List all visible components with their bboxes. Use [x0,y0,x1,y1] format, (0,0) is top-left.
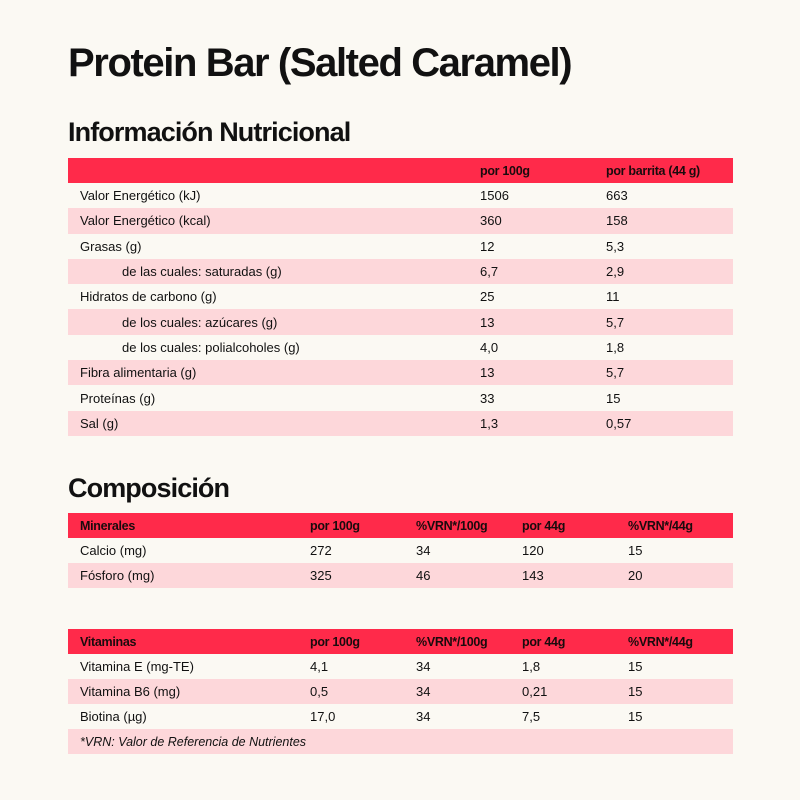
mineral-per100g: 272 [310,543,332,558]
mineral-label: Fósforo (mg) [80,568,155,583]
nutrition-header-row: por 100g por barrita (44 g) [68,158,733,183]
table-row: de los cuales: polialcoholes (g) 4,0 1,8 [68,334,733,361]
table-row: de los cuales: azúcares (g) 13 5,7 [68,309,733,335]
vitamin-per44g: 0,21 [522,684,548,699]
nutrient-label: Hidratos de carbono (g) [80,289,217,305]
table-row: Grasas (g) 12 5,3 [68,233,733,259]
vitamin-per100g: 4,1 [310,659,329,674]
vitamin-per100g: 0,5 [310,684,329,699]
nutrient-label: Fibra alimentaria (g) [80,365,197,381]
nutrient-per100g: 6,7 [480,264,499,280]
vitamin-vrn100g: 34 [416,684,431,699]
table-row: Calcio (mg) 272 34 120 15 [68,538,733,563]
vitamin-label: Vitamina E (mg-TE) [80,659,194,674]
vitamin-vrn100g: 34 [416,659,431,674]
composition-heading: Composición [68,473,230,503]
nutrition-header-perbar: por barrita (44 g) [606,163,700,178]
minerals-header-vrn44g: %VRN*/44g [628,518,693,533]
nutrient-perbar: 663 [606,188,628,204]
mineral-vrn44g: 20 [628,568,643,583]
vitamin-vrn44g: 15 [628,659,643,674]
minerals-table: Minerales por 100g %VRN*/100g por 44g %V… [68,513,733,588]
mineral-label: Calcio (mg) [80,543,147,558]
table-row: Vitamina E (mg-TE) 4,1 34 1,8 15 [68,654,733,679]
vrn-footnote: *VRN: Valor de Referencia de Nutrientes [80,734,307,749]
minerals-header-vrn100g: %VRN*/100g [416,518,488,533]
nutrient-perbar: 5,7 [606,314,625,330]
vitamins-header-label: Vitaminas [80,634,137,649]
footnote-row: *VRN: Valor de Referencia de Nutrientes [68,729,733,754]
minerals-header-row: Minerales por 100g %VRN*/100g por 44g %V… [68,513,733,538]
table-row: Vitamina B6 (mg) 0,5 34 0,21 15 [68,679,733,704]
nutrient-perbar: 5,3 [606,238,625,254]
nutrition-header-label [68,158,468,183]
vitamin-per100g: 17,0 [310,709,336,724]
nutrient-per100g: 13 [480,314,495,330]
nutrient-label: Valor Energético (kJ) [80,188,201,204]
mineral-per100g: 325 [310,568,332,583]
vitamins-table: Vitaminas por 100g %VRN*/100g por 44g %V… [68,629,733,754]
vitamins-header-per44g: por 44g [522,634,566,649]
nutrient-label: de los cuales: polialcoholes (g) [122,339,300,355]
vitamin-vrn100g: 34 [416,709,431,724]
table-row: Proteínas (g) 33 15 [68,385,733,411]
nutrient-label: de los cuales: azúcares (g) [122,314,278,330]
table-row: Valor Energético (kJ) 1506 663 [68,183,733,209]
table-row: Sal (g) 1,3 0,57 [68,410,733,436]
table-row: Fibra alimentaria (g) 13 5,7 [68,360,733,386]
mineral-per44g: 120 [522,543,544,558]
minerals-header-per100g: por 100g [310,518,360,533]
vitamin-per44g: 7,5 [522,709,541,724]
nutrition-table: por 100g por barrita (44 g) Valor Energé… [68,158,733,436]
vitamins-header-per100g: por 100g [310,634,360,649]
nutrient-per100g: 4,0 [480,339,499,355]
table-row: Fósforo (mg) 325 46 143 20 [68,563,733,588]
vitamin-label: Biotina (µg) [80,709,147,724]
nutrient-per100g: 25 [480,289,495,305]
nutrition-heading: Información Nutricional [68,117,351,147]
table-row: Valor Energético (kcal) 360 158 [68,208,733,234]
vitamins-header-vrn100g: %VRN*/100g [416,634,488,649]
mineral-vrn100g: 34 [416,543,431,558]
nutrient-per100g: 360 [480,213,502,229]
mineral-vrn44g: 15 [628,543,643,558]
table-row: de las cuales: saturadas (g) 6,7 2,9 [68,258,733,285]
nutrient-perbar: 1,8 [606,339,625,355]
nutrient-perbar: 11 [606,289,620,305]
nutrient-label: Proteínas (g) [80,390,156,406]
vitamin-vrn44g: 15 [628,684,643,699]
nutrition-header-per100g: por 100g [480,163,530,178]
nutrient-per100g: 33 [480,390,495,406]
table-row: Biotina (µg) 17,0 34 7,5 15 [68,704,733,729]
nutrient-label: de las cuales: saturadas (g) [122,264,282,280]
nutrient-perbar: 0,57 [606,415,632,431]
nutrient-perbar: 2,9 [606,264,625,280]
vitamins-header-vrn44g: %VRN*/44g [628,634,693,649]
nutrient-perbar: 15 [606,390,621,406]
nutrient-per100g: 13 [480,365,495,381]
nutrient-per100g: 1506 [480,188,509,204]
nutrient-label: Valor Energético (kcal) [80,213,211,229]
page-title: Protein Bar (Salted Caramel) [68,41,573,85]
mineral-per44g: 143 [522,568,544,583]
nutrient-per100g: 1,3 [480,415,499,431]
vitamin-label: Vitamina B6 (mg) [80,684,181,699]
vitamins-header-row: Vitaminas por 100g %VRN*/100g por 44g %V… [68,629,733,654]
vitamin-per44g: 1,8 [522,659,541,674]
nutrient-perbar: 158 [606,213,628,229]
table-row: Hidratos de carbono (g) 25 11 [68,284,733,310]
nutrient-label: Grasas (g) [80,238,142,254]
mineral-vrn100g: 46 [416,568,431,583]
nutrient-label: Sal (g) [80,415,119,431]
nutrient-perbar: 5,7 [606,365,625,381]
minerals-header-label: Minerales [80,518,135,533]
vitamin-vrn44g: 15 [628,709,643,724]
nutrient-per100g: 12 [480,238,495,254]
minerals-header-per44g: por 44g [522,518,566,533]
